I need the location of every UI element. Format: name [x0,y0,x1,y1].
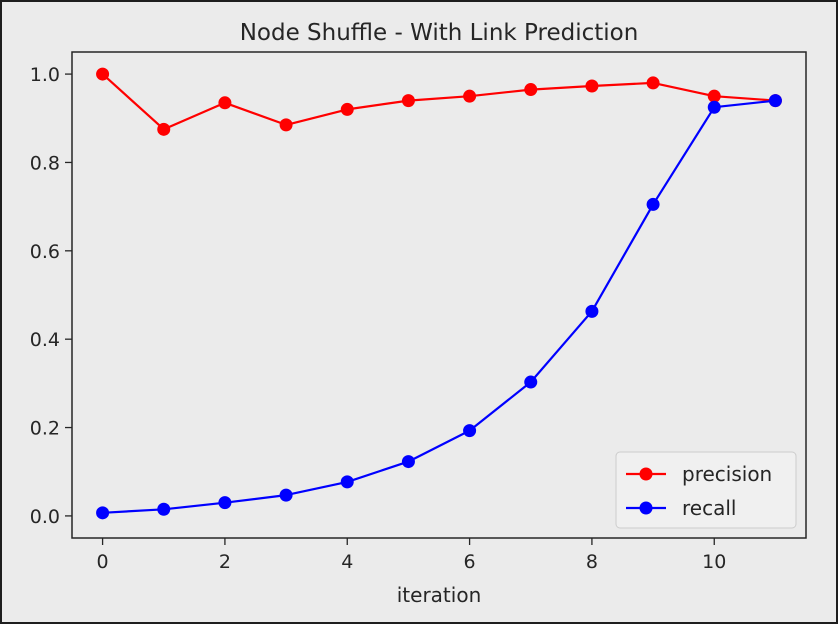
x-tick-label: 0 [97,551,109,573]
x-axis-label: iteration [397,583,482,607]
data-point-precision [279,118,293,132]
data-point-precision [524,83,538,97]
legend: precision recall [615,451,797,529]
data-point-precision [157,122,171,136]
x-tick-label: 2 [219,551,231,573]
data-point-recall [157,502,171,516]
y-tick-label: 0.6 [30,241,60,263]
data-point-recall [401,455,415,469]
data-point-precision [96,67,110,81]
x-tick-label: 4 [341,551,353,573]
plot-frame [71,51,807,539]
data-point-precision [401,94,415,108]
x-tick-label: 8 [586,551,598,573]
data-point-recall [218,496,232,510]
y-tick-label: 0.4 [30,329,60,351]
legend-marker-recall [639,501,653,515]
legend-label-precision: precision [682,462,772,486]
data-point-recall [585,304,599,318]
series-layer [96,67,782,520]
data-point-precision [707,89,721,103]
legend-label-recall: recall [682,496,736,520]
series-line-recall [102,99,776,514]
data-point-precision [646,76,660,90]
data-point-recall [279,488,293,502]
y-tick-label: 0.8 [30,152,60,174]
y-axis: 0.0 0.2 0.4 0.6 0.8 1.0 [30,64,72,528]
legend-marker-precision [639,467,653,481]
x-axis: 0 2 4 6 8 10 [97,538,726,573]
data-point-recall [524,375,538,389]
data-point-precision [218,96,232,110]
series-line-precision [101,73,776,131]
data-point-recall [707,100,721,114]
x-tick-label: 10 [702,551,726,573]
y-tick-label: 0.2 [30,418,60,440]
data-point-recall [463,424,477,438]
data-point-recall [768,94,782,108]
x-tick-label: 6 [464,551,476,573]
data-point-recall [646,197,660,211]
y-tick-label: 0.0 [30,506,60,528]
chart-title: Node Shuffle - With Link Prediction [240,20,639,46]
data-point-precision [463,89,477,103]
data-point-recall [96,506,110,520]
data-point-recall [340,475,354,489]
data-point-precision [585,79,599,93]
y-tick-label: 1.0 [30,64,60,86]
data-point-precision [340,102,354,116]
